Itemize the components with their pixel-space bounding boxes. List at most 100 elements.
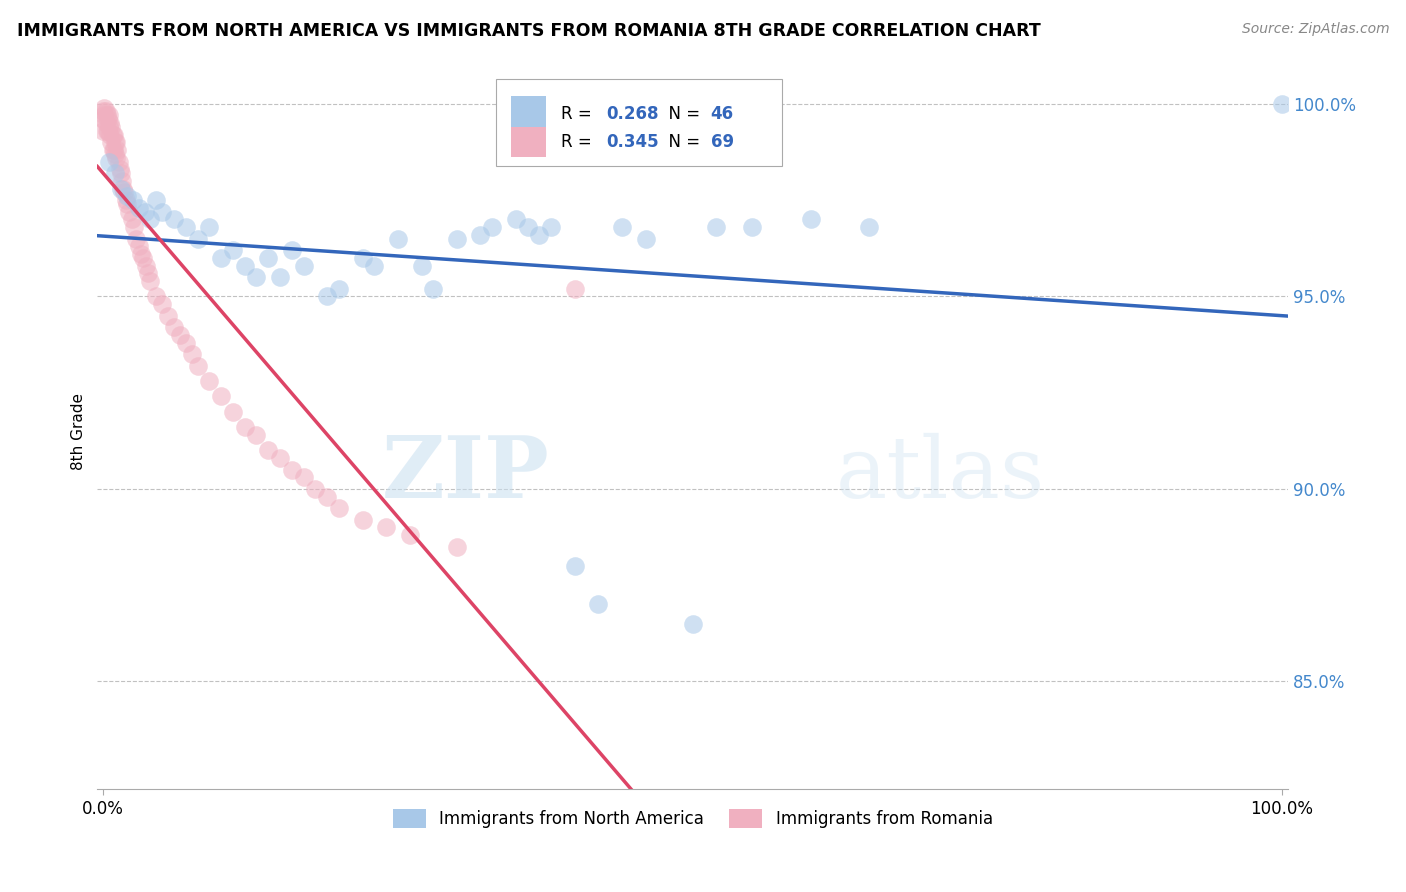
Point <box>132 251 155 265</box>
Point <box>269 270 291 285</box>
Point <box>108 162 131 177</box>
Point <box>96 108 118 122</box>
Point <box>125 231 148 245</box>
Point <box>94 116 117 130</box>
Point <box>704 219 727 234</box>
Point <box>741 219 763 234</box>
Point <box>121 193 143 207</box>
Point <box>100 120 122 134</box>
Point <box>281 462 304 476</box>
Point <box>91 104 114 119</box>
Point <box>470 227 492 242</box>
Point <box>150 204 173 219</box>
Point <box>198 219 221 234</box>
Point <box>180 347 202 361</box>
Point <box>101 128 124 142</box>
Point <box>352 513 374 527</box>
Point <box>505 212 527 227</box>
Point <box>111 174 134 188</box>
Point <box>281 243 304 257</box>
Point <box>422 282 444 296</box>
Point <box>375 520 398 534</box>
Point <box>128 201 150 215</box>
Point <box>316 289 339 303</box>
Point <box>129 247 152 261</box>
Point <box>328 282 350 296</box>
Point <box>139 274 162 288</box>
Point <box>1271 96 1294 111</box>
Text: 46: 46 <box>710 104 734 123</box>
Point <box>187 359 209 373</box>
Text: 0.268: 0.268 <box>606 104 658 123</box>
Point <box>540 219 562 234</box>
Point <box>103 143 125 157</box>
Point <box>103 128 125 142</box>
Point <box>174 219 197 234</box>
Point <box>104 146 127 161</box>
Point <box>105 143 128 157</box>
Point <box>564 558 586 573</box>
Point <box>98 116 121 130</box>
Point <box>128 239 150 253</box>
Point <box>682 616 704 631</box>
Point <box>91 112 114 127</box>
Point <box>157 309 180 323</box>
Point <box>187 231 209 245</box>
Point <box>134 204 156 219</box>
Text: 69: 69 <box>710 133 734 151</box>
Point <box>304 482 326 496</box>
Point <box>233 259 256 273</box>
Text: ZIP: ZIP <box>382 432 550 516</box>
Point <box>387 231 409 245</box>
Point <box>114 193 136 207</box>
Point <box>411 259 433 273</box>
Text: IMMIGRANTS FROM NORTH AMERICA VS IMMIGRANTS FROM ROMANIA 8TH GRADE CORRELATION C: IMMIGRANTS FROM NORTH AMERICA VS IMMIGRA… <box>17 22 1040 40</box>
Text: R =: R = <box>561 133 596 151</box>
Point <box>94 104 117 119</box>
Point <box>529 227 551 242</box>
Point <box>98 154 121 169</box>
Point <box>114 186 136 200</box>
Point <box>104 136 127 150</box>
Point <box>93 101 115 115</box>
Point <box>110 181 132 195</box>
Point <box>97 124 120 138</box>
Text: N =: N = <box>658 104 706 123</box>
Y-axis label: 8th Grade: 8th Grade <box>72 392 86 469</box>
Point <box>104 166 127 180</box>
Text: 0.345: 0.345 <box>606 133 658 151</box>
Point <box>233 420 256 434</box>
Point <box>222 405 245 419</box>
Legend: Immigrants from North America, Immigrants from Romania: Immigrants from North America, Immigrant… <box>385 802 1000 835</box>
Point <box>446 540 468 554</box>
Point <box>91 124 114 138</box>
Point <box>145 289 167 303</box>
Point <box>634 231 657 245</box>
Point <box>858 219 880 234</box>
Point <box>245 270 267 285</box>
Point <box>100 136 122 150</box>
Point <box>363 259 385 273</box>
Point <box>112 181 135 195</box>
Point <box>292 259 315 273</box>
Point <box>169 327 191 342</box>
Point <box>118 204 141 219</box>
Point <box>352 251 374 265</box>
Point <box>209 251 232 265</box>
Point <box>163 320 186 334</box>
Point <box>198 374 221 388</box>
Point <box>163 212 186 227</box>
Point <box>122 219 145 234</box>
Point <box>105 151 128 165</box>
Point <box>174 335 197 350</box>
FancyBboxPatch shape <box>510 127 546 157</box>
Point <box>101 143 124 157</box>
Point <box>121 212 143 227</box>
Point <box>516 219 538 234</box>
Point <box>139 212 162 227</box>
Point <box>481 219 503 234</box>
FancyBboxPatch shape <box>510 96 546 131</box>
Point <box>446 231 468 245</box>
Point <box>799 212 821 227</box>
Point <box>145 193 167 207</box>
